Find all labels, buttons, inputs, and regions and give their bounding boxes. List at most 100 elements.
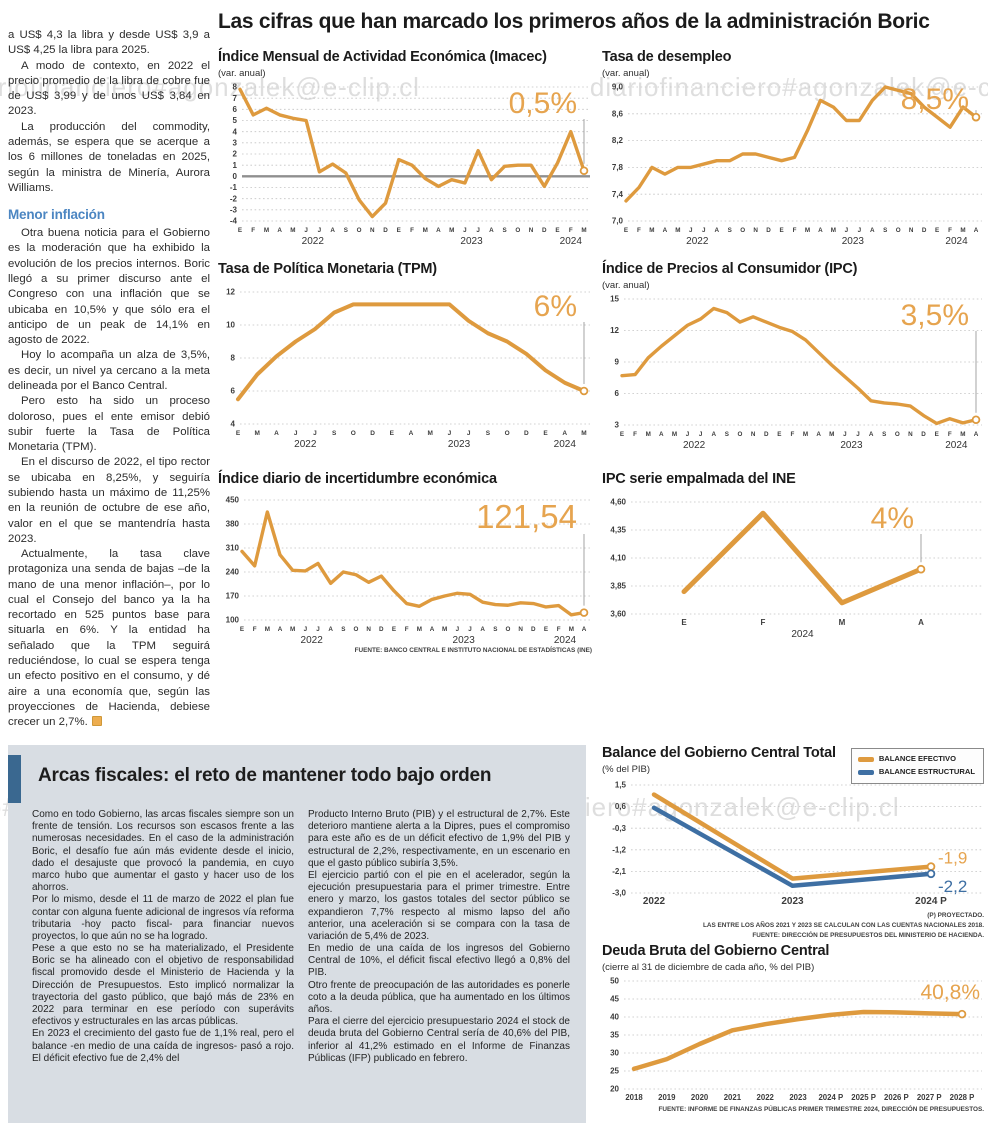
svg-text:F: F	[761, 618, 766, 627]
svg-text:2022: 2022	[301, 635, 324, 646]
copper-article-column: a US$ 4,3 la libra y desde US$ 3,9 a US$…	[8, 28, 210, 730]
svg-text:1: 1	[233, 160, 238, 169]
tpm-title: Tasa de Política Monetaria (TPM)	[218, 261, 437, 277]
svg-text:J: J	[699, 431, 703, 438]
svg-text:3: 3	[615, 420, 620, 429]
svg-text:F: F	[948, 431, 952, 438]
svg-text:-2,2: -2,2	[938, 876, 967, 895]
svg-text:J: J	[304, 227, 308, 234]
svg-text:A: A	[818, 227, 823, 234]
fiscal-paragraph: Para el cierre del ejercicio presupuesta…	[308, 1016, 570, 1064]
deuda-title: Deuda Bruta del Gobierno Central	[602, 943, 830, 959]
svg-text:2019: 2019	[658, 1093, 676, 1102]
svg-text:E: E	[238, 227, 242, 234]
legend-label: BALANCE ESTRUCTURAL	[878, 766, 975, 776]
svg-text:2022: 2022	[302, 236, 325, 247]
svg-text:N: N	[518, 626, 523, 633]
svg-text:450: 450	[226, 495, 240, 504]
svg-text:F: F	[793, 227, 797, 234]
svg-text:E: E	[935, 431, 939, 438]
article-paragraph: A modo de contexto, en 2022 el precio pr…	[8, 59, 210, 118]
fiscal-paragraph: Por lo mismo, desde el 11 de marzo de 20…	[32, 894, 294, 942]
svg-text:S: S	[341, 626, 345, 633]
svg-text:F: F	[637, 227, 641, 234]
svg-text:2020: 2020	[691, 1093, 709, 1102]
svg-text:7,0: 7,0	[612, 216, 624, 225]
chart-legend: BALANCE EFECTIVO BALANCE ESTRUCTURAL	[850, 748, 984, 784]
fiscal-paragraph: En 2023 el crecimiento del gasto fue de …	[32, 1028, 294, 1064]
svg-text:J: J	[686, 431, 690, 438]
svg-text:A: A	[562, 430, 567, 437]
svg-text:M: M	[960, 431, 965, 438]
svg-text:A: A	[274, 430, 279, 437]
article-paragraph: Pero esto ha sido un proceso doloroso, p…	[8, 395, 210, 454]
svg-text:N: N	[529, 227, 534, 234]
svg-text:2023: 2023	[789, 1093, 807, 1102]
svg-text:M: M	[264, 227, 269, 234]
svg-text:240: 240	[226, 567, 240, 576]
chart-desempleo: Tasa de desempleo (var. anual) 9,0 8,6 8,2 7,…	[602, 49, 984, 262]
svg-text:S: S	[883, 227, 887, 234]
deuda-source: FUENTE: INFORME DE FINANZAS PÚBLICAS PRI…	[658, 1105, 985, 1113]
svg-text:M: M	[649, 227, 654, 234]
svg-text:D: D	[542, 227, 547, 234]
svg-text:E: E	[544, 626, 548, 633]
svg-text:F: F	[557, 626, 561, 633]
svg-text:F: F	[405, 626, 409, 633]
balance-title: Balance del Gobierno Central Total	[602, 745, 836, 761]
svg-text:O: O	[351, 430, 356, 437]
fiscal-paragraph: Otro frente de preocupación de las autor…	[308, 979, 570, 1015]
svg-text:7: 7	[233, 93, 238, 102]
svg-text:A: A	[430, 626, 435, 633]
svg-text:M: M	[803, 431, 808, 438]
svg-text:M: M	[265, 626, 270, 633]
svg-text:M: M	[581, 227, 586, 234]
balance-notes: (P) PROYECTADO. LAS ENTRE LOS AÑOS 2021 Y…	[602, 911, 984, 941]
fiscal-paragraph: Producto Interno Bruto (PIB) y el estruc…	[308, 809, 570, 869]
svg-text:E: E	[392, 626, 396, 633]
svg-text:M: M	[442, 626, 447, 633]
imacec-title: Índice Mensual de Actividad Económica (I…	[218, 49, 547, 65]
svg-text:2023: 2023	[453, 635, 476, 646]
svg-text:-3: -3	[230, 205, 238, 214]
main-headline: Las cifras que han marcado los primeros …	[218, 10, 930, 33]
svg-text:2: 2	[233, 149, 238, 158]
svg-text:A: A	[330, 227, 335, 234]
svg-text:E: E	[779, 227, 783, 234]
note-line: FUENTE: DIRECCIÓN DE PRESUPUESTOS DEL MI…	[752, 931, 984, 939]
svg-text:4%: 4%	[871, 502, 914, 535]
svg-text:10: 10	[226, 320, 235, 329]
desempleo-plot: 9,08,68,27,87,47,0E F M A M J J A S O N D E F M A M J J A S O…	[612, 82, 982, 247]
svg-text:O: O	[515, 227, 520, 234]
svg-text:M: M	[581, 430, 586, 437]
fiscal-headline: Arcas fiscales: el reto de mantener todo…	[38, 765, 492, 786]
svg-text:J: J	[858, 227, 862, 234]
svg-text:A: A	[582, 626, 587, 633]
svg-text:40,8%: 40,8%	[920, 981, 980, 1004]
article-paragraph: Actualmente, la tasa clave protagoniza u…	[8, 548, 210, 729]
svg-text:A: A	[974, 227, 979, 234]
svg-text:A: A	[480, 626, 485, 633]
chart-ipc-empalmada: IPC serie empalmada del INE 4,60 4,35 4,10 3…	[602, 471, 984, 664]
svg-text:12: 12	[610, 326, 619, 335]
svg-text:D: D	[922, 227, 927, 234]
svg-text:D: D	[764, 431, 769, 438]
svg-text:A: A	[663, 227, 668, 234]
svg-text:A: A	[711, 431, 716, 438]
chart-deuda-bruta: Deuda Bruta del Gobierno Central (cierre …	[602, 943, 985, 1130]
fiscal-box: Arcas fiscales: el reto de mantener todo…	[8, 745, 586, 1123]
svg-text:6: 6	[615, 389, 620, 398]
svg-text:S: S	[503, 227, 507, 234]
svg-text:A: A	[328, 626, 333, 633]
svg-text:-4: -4	[230, 216, 238, 225]
svg-text:J: J	[468, 626, 472, 633]
svg-text:M: M	[417, 626, 422, 633]
chart-tpm: Tasa de Política Monetaria (TPM) 12 10 8 6 4 E…	[218, 261, 592, 464]
article-subhead: Menor inflación	[8, 207, 105, 223]
svg-text:A: A	[974, 431, 979, 438]
svg-text:-3,0: -3,0	[612, 888, 626, 897]
balance-subtitle: (% del PIB)	[602, 763, 651, 775]
